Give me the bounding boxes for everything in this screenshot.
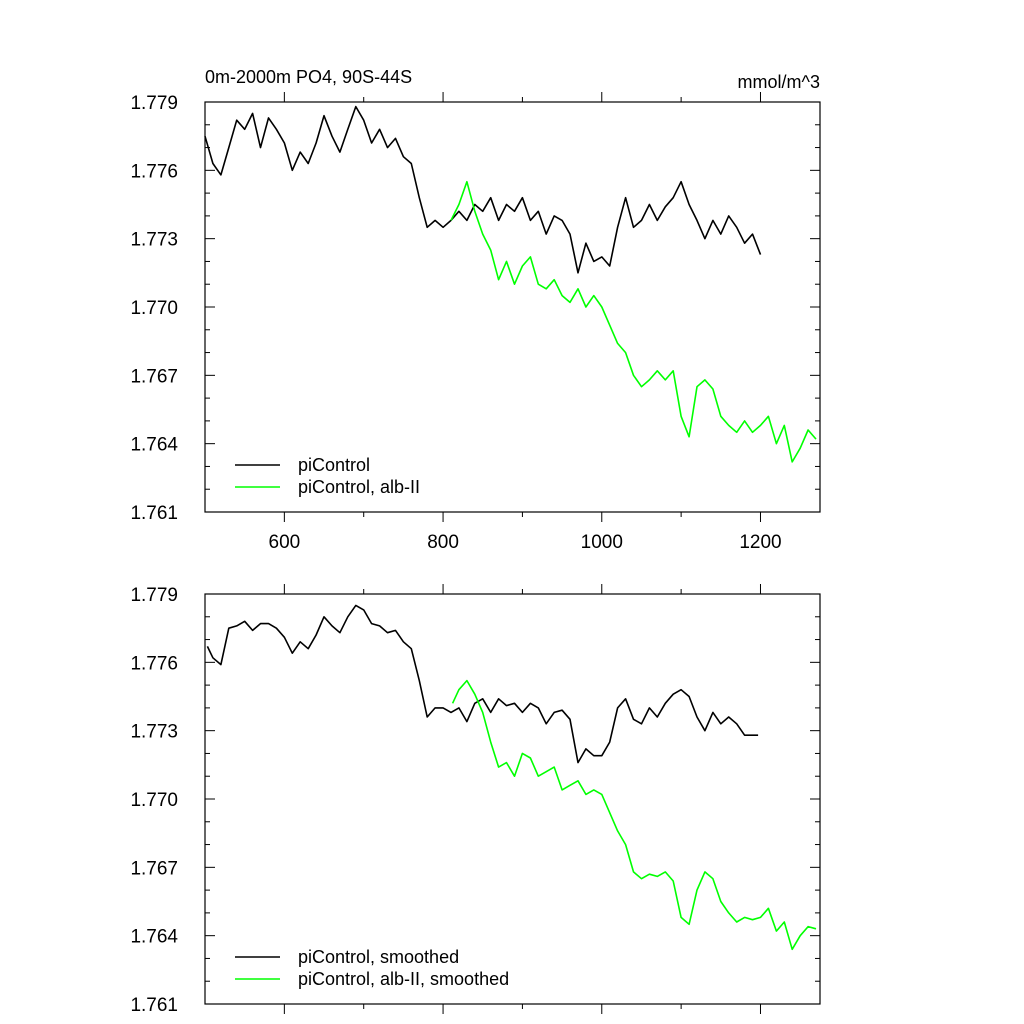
x-tick-label: 600 <box>269 532 301 553</box>
y-axis-labels: 1.761 1.764 1.767 1.770 1.773 1.776 1.779 <box>130 93 178 524</box>
series-line <box>450 180 817 463</box>
y-tick-label: 1.776 <box>130 161 178 182</box>
y-tick-label: 1.767 <box>130 858 178 879</box>
y-tick-label: 1.761 <box>130 503 178 524</box>
y-tick-label: 1.776 <box>130 653 178 674</box>
y-tick-label: 1.764 <box>130 927 178 948</box>
y-tick-label: 1.773 <box>130 230 178 251</box>
x-tick-label: 800 <box>427 532 459 553</box>
series-lines <box>204 105 817 463</box>
legend-label: piControl, smoothed <box>298 947 459 967</box>
y-axis-labels: 1.761 1.764 1.767 1.770 1.773 1.776 1.779 <box>130 585 178 1016</box>
y-tick-label: 1.770 <box>130 298 178 319</box>
y-tick-label: 1.779 <box>130 93 178 114</box>
panel-top: 1.761 1.764 1.767 1.770 1.773 1.776 1.779 600 8… <box>130 92 821 553</box>
x-axis-labels: 600 800 1000 1200 <box>269 532 782 553</box>
y-tick-label: 1.779 <box>130 585 178 606</box>
axis-ticks <box>205 584 820 1014</box>
y-tick-label: 1.764 <box>130 435 178 456</box>
legend-label: piControl, alb-II <box>298 477 420 497</box>
legend-label: piControl <box>298 455 370 475</box>
figure-title: 0m-2000m PO4, 90S-44S <box>205 67 412 87</box>
units-label: mmol/m^3 <box>738 72 820 92</box>
y-tick-label: 1.761 <box>130 995 178 1016</box>
plot-frame <box>204 101 821 513</box>
legend-label: piControl, alb-II, smoothed <box>298 969 509 989</box>
series-line <box>206 604 759 764</box>
series-line <box>451 679 817 951</box>
series-lines <box>206 604 817 951</box>
plot-frame <box>204 593 821 1005</box>
panel-bottom: 1.761 1.764 1.767 1.770 1.773 1.776 1.779 piCo… <box>130 584 821 1016</box>
series-line <box>204 105 762 274</box>
x-tick-label: 1000 <box>581 532 623 553</box>
y-tick-label: 1.773 <box>130 722 178 743</box>
x-tick-label: 1200 <box>739 532 781 553</box>
y-tick-label: 1.767 <box>130 366 178 387</box>
y-tick-label: 1.770 <box>130 790 178 811</box>
axis-ticks <box>205 92 820 522</box>
